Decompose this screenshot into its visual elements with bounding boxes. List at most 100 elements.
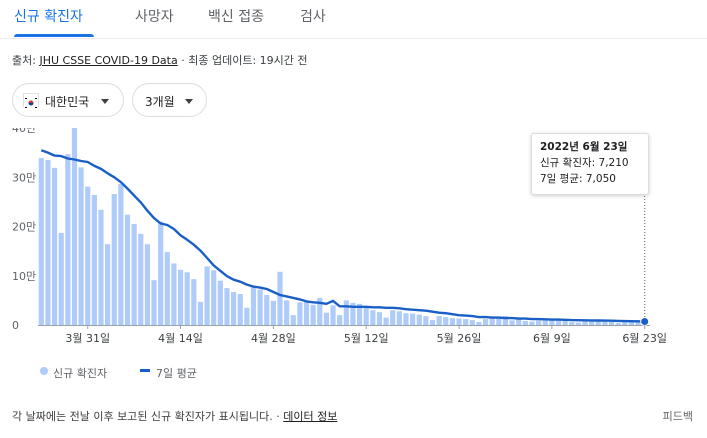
case-bar (343, 300, 349, 325)
case-bar (158, 221, 164, 325)
x-tick-label: 6월 23일 (622, 331, 667, 345)
range-label: 3개월 (145, 95, 175, 109)
case-bar (211, 270, 217, 325)
source-prefix: 출처: (12, 54, 40, 67)
case-bar (270, 300, 276, 325)
tooltip-cases: 신규 확진자: 7,210 (540, 157, 629, 169)
x-tick-label: 4월 28일 (251, 331, 296, 345)
case-bar (635, 321, 641, 325)
case-bar (124, 214, 131, 325)
y-tick-label: 20만 (12, 221, 36, 234)
case-bar (58, 232, 64, 325)
y-tick-label: 30만 (12, 171, 36, 184)
case-bar (622, 322, 628, 325)
case-bar (197, 301, 204, 325)
tab-deaths[interactable]: 사망자 (135, 9, 174, 25)
case-bar (589, 320, 595, 325)
case-bar (317, 297, 323, 325)
chevron-down-icon (101, 99, 109, 104)
tab-testing[interactable]: 검사 (300, 9, 326, 25)
x-tick-label: 4월 14일 (158, 331, 203, 345)
case-bar (522, 321, 528, 325)
case-bar (350, 302, 356, 325)
case-bar (509, 320, 515, 325)
case-bar (290, 315, 296, 325)
case-bar (177, 269, 184, 325)
tooltip-date: 2022년 6월 23일 (540, 141, 628, 153)
source-link[interactable]: JHU CSSE COVID-19 Data (39, 54, 178, 67)
case-bar (204, 266, 210, 325)
case-bar (71, 128, 78, 326)
average-marker (640, 317, 650, 327)
x-tick-label: 5월 26일 (437, 331, 482, 345)
case-bar (138, 233, 144, 325)
case-bar (257, 289, 263, 325)
feedback-link[interactable]: 피드백 (662, 410, 693, 423)
case-bar (45, 160, 51, 325)
case-bar (383, 317, 389, 325)
range-dropdown[interactable]: 3개월 (132, 83, 207, 117)
case-bar (277, 271, 283, 325)
case-bar (91, 194, 97, 325)
y-tick-label: 10만 (12, 270, 36, 283)
country-dropdown[interactable]: 대한민국 (12, 83, 124, 117)
case-bar (231, 292, 237, 325)
case-bar (370, 310, 376, 325)
case-bar (456, 318, 462, 325)
source-line: 출처: JHU CSSE COVID-19 Data · 최종 업데이트: 19… (12, 52, 308, 68)
chevron-down-icon (185, 99, 193, 104)
tab-new-cases[interactable]: 신규 확진자 (14, 9, 83, 25)
case-bar (38, 158, 44, 325)
tab-vaccination[interactable]: 백신 접종 (208, 9, 264, 25)
chart-tooltip: 2022년 6월 23일 신규 확진자: 7,210 7일 평균: 7,050 (531, 133, 649, 195)
case-bar (482, 319, 489, 325)
case-bar (237, 293, 243, 325)
case-bar (297, 302, 303, 325)
case-bar (164, 252, 170, 325)
case-bar (98, 209, 104, 325)
legend-average-swatch (140, 369, 150, 372)
case-bar (416, 314, 422, 325)
case-bar (191, 279, 197, 325)
case-bar (615, 323, 621, 325)
average-line (40, 149, 645, 323)
case-bar (403, 313, 409, 325)
case-bar (118, 184, 124, 325)
case-bar (562, 321, 568, 325)
case-bar (429, 320, 436, 325)
case-bar (529, 321, 535, 325)
case-bar (284, 300, 290, 325)
x-tick-label: 5월 12일 (344, 331, 389, 345)
footer-separator: · (272, 410, 284, 423)
case-bar (496, 318, 502, 325)
case-bar (310, 304, 316, 325)
legend-cases-swatch (40, 367, 48, 375)
case-bar (51, 167, 58, 325)
case-bar (575, 322, 581, 325)
case-bar (111, 193, 117, 325)
footer-note-text: 각 날짜에는 전날 이후 보고된 신규 확진자가 표시됩니다. (12, 410, 273, 423)
case-bar (602, 321, 608, 325)
case-bar (469, 320, 475, 325)
case-bar (608, 321, 615, 325)
case-bar (250, 287, 257, 325)
case-bar (516, 318, 522, 325)
case-bar (356, 303, 363, 325)
case-bar (549, 320, 555, 325)
case-bar (390, 310, 396, 325)
case-bar (131, 224, 137, 325)
data-info-link[interactable]: 데이터 정보 (283, 410, 338, 423)
south-korea-flag-icon (23, 93, 39, 109)
case-bar (536, 320, 542, 325)
case-bar (151, 280, 157, 325)
case-bar (542, 319, 548, 325)
x-tick-label: 3월 31일 (65, 331, 110, 345)
case-bar (595, 320, 601, 325)
footer-note: 각 날짜에는 전날 이후 보고된 신규 확진자가 표시됩니다. · 데이터 정보 (12, 408, 337, 424)
case-bar (78, 167, 84, 325)
case-bar (144, 244, 150, 325)
case-bar (489, 318, 495, 325)
cases-chart: 0 10만 20만 30만 40만 3월 31일 4월 14일 4월 28일 5월 12일 5월 … (12, 128, 667, 345)
case-bar (323, 312, 330, 325)
y-tick-label: 0 (12, 319, 19, 332)
